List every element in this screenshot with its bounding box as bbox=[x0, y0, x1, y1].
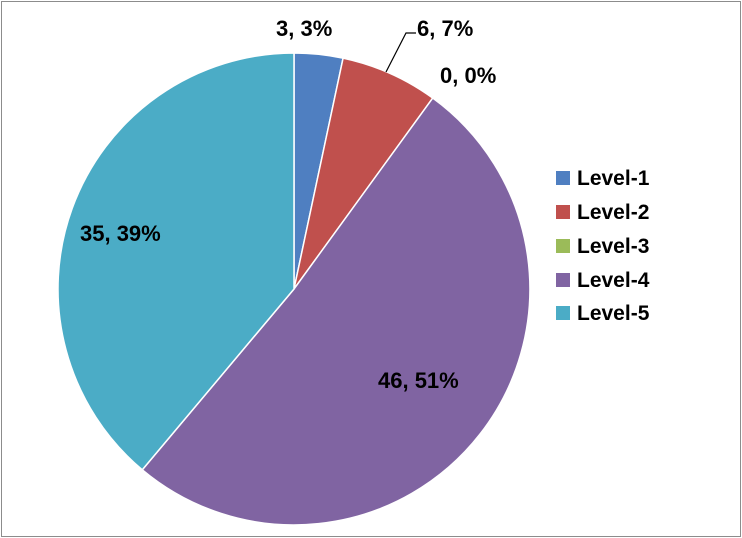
pie-slice-level-4 bbox=[141, 97, 531, 526]
pie-slices bbox=[57, 52, 531, 526]
data-label-level-3: 0, 0% bbox=[440, 63, 496, 88]
legend-label-level-5: Level-5 bbox=[577, 302, 650, 325]
legend-label-level-4: Level-4 bbox=[577, 269, 650, 292]
legend-swatch-level-1 bbox=[556, 171, 570, 185]
legend-label-level-1: Level-1 bbox=[577, 167, 650, 190]
legend-swatch-level-4 bbox=[556, 273, 570, 287]
legend-swatch-level-2 bbox=[556, 205, 570, 219]
leader-line-level-2 bbox=[385, 32, 416, 73]
legend-swatch-level-3 bbox=[556, 239, 570, 253]
data-label-level-5: 35, 39% bbox=[80, 221, 161, 246]
data-label-level-4: 46, 51% bbox=[378, 368, 459, 393]
data-label-level-2: 6, 7% bbox=[417, 16, 473, 41]
legend: Level-1 Level-2 Level-3 Level-4 Level-5 bbox=[556, 167, 650, 325]
leader-lines bbox=[385, 32, 416, 73]
pie-slice-level-5 bbox=[57, 52, 295, 471]
legend-label-level-3: Level-3 bbox=[577, 235, 649, 258]
legend-swatch-level-5 bbox=[556, 306, 570, 320]
data-labels: 3, 3% 6, 7% 0, 0% 46, 51% 35, 39% bbox=[80, 16, 496, 393]
legend-label-level-2: Level-2 bbox=[577, 201, 649, 224]
data-label-level-1: 3, 3% bbox=[276, 16, 332, 41]
